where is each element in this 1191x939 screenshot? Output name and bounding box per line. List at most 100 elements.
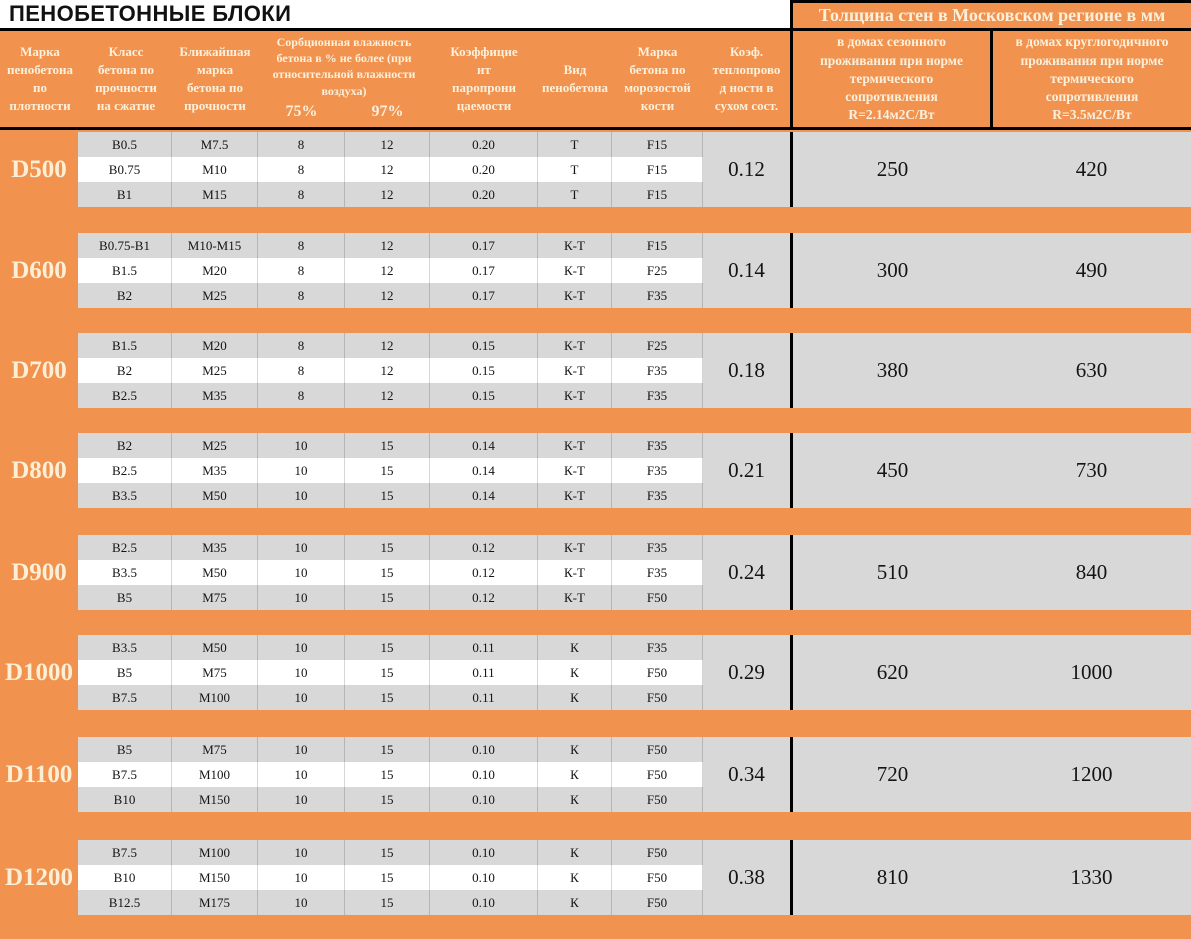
table-cell: 0.12	[430, 535, 538, 560]
table-cell: В10	[78, 865, 172, 890]
table-row: В7.5 М100 10 15 0.10 К F50	[78, 762, 703, 787]
table-cell: К	[538, 660, 612, 685]
table-cell: В7.5	[78, 685, 172, 710]
table-cell: К	[538, 762, 612, 787]
table-row: В0.75-В1 М10-М15 8 12 0.17 К-Т F15	[78, 233, 703, 258]
seasonal-thickness-value: 300	[876, 258, 909, 282]
table-cell: F35	[612, 458, 703, 483]
table-cell: В5	[78, 585, 172, 610]
table-cell: F50	[612, 890, 703, 915]
table-row: В2.5 М35 10 15 0.12 К-Т F35	[78, 535, 703, 560]
wall-thickness-cell: 450 730	[790, 433, 1191, 508]
table-cell: М150	[172, 787, 258, 812]
seasonal-thickness-value: 380	[876, 358, 909, 382]
table-cell: М25	[172, 283, 258, 308]
group-rows: В1.5 М20 8 12 0.15 К-Т F25 В2 М25 8 12 0.15 К-Т F35 В2…	[78, 333, 703, 408]
table-cell: 12	[345, 157, 430, 182]
table-cell: К	[538, 737, 612, 762]
table-cell: 0.10	[430, 890, 538, 915]
seasonal-thickness-value: 720	[876, 762, 909, 786]
table-cell: 15	[345, 762, 430, 787]
table-cell: 10	[258, 865, 345, 890]
table-cell: М50	[172, 483, 258, 508]
table-cell: В2	[78, 358, 172, 383]
column-header-band: Марка пенобетона по плотности Класс бето…	[0, 31, 790, 130]
table-cell: К	[538, 685, 612, 710]
table-cell: М10	[172, 157, 258, 182]
table-row: В0.75 М10 8 12 0.20 Т F15	[78, 157, 703, 182]
seasonal-thickness-value: 810	[876, 865, 909, 889]
table-cell: 15	[345, 787, 430, 812]
density-grade-label: D500	[11, 155, 67, 183]
table-cell: В7.5	[78, 762, 172, 787]
table-cell: К	[538, 840, 612, 865]
table-row: В2 М25 8 12 0.17 К-Т F35	[78, 283, 703, 308]
table-cell: 8	[258, 383, 345, 408]
header-frost-resistance: Марка бетона по морозостой кости	[624, 43, 691, 114]
table-cell: К-Т	[538, 585, 612, 610]
table-cell: 10	[258, 635, 345, 660]
thermal-conductivity-value: 0.34	[703, 737, 790, 812]
table-cell: F35	[612, 383, 703, 408]
table-cell: М25	[172, 358, 258, 383]
table-cell: 12	[345, 233, 430, 258]
table-cell: М20	[172, 333, 258, 358]
table-cell: 12	[345, 182, 430, 207]
thermal-conductivity-value: 0.14	[703, 233, 790, 308]
wall-thickness-cell: 510 840	[790, 535, 1191, 610]
seasonal-thickness-value: 250	[876, 157, 909, 181]
table-cell: Т	[538, 132, 612, 157]
table-cell: К-Т	[538, 358, 612, 383]
table-cell: 0.14	[430, 458, 538, 483]
table-cell: F15	[612, 157, 703, 182]
table-cell: В1.5	[78, 258, 172, 283]
table-cell: 0.10	[430, 865, 538, 890]
table-cell: В0.75	[78, 157, 172, 182]
density-group: D800 В2 М25 10 15 0.14 К-Т F35 В2.5 М35 10 15 0.14 К…	[0, 433, 1191, 508]
table-cell: 0.15	[430, 358, 538, 383]
table-cell: F50	[612, 585, 703, 610]
table-cell: М15	[172, 182, 258, 207]
table-cell: 15	[345, 585, 430, 610]
table-cell: F35	[612, 560, 703, 585]
table-cell: 12	[345, 358, 430, 383]
table-cell: К	[538, 787, 612, 812]
table-cell: В5	[78, 660, 172, 685]
table-cell: К-Т	[538, 258, 612, 283]
header-density-grade: Марка пенобетона по плотности	[6, 43, 74, 114]
thermal-conductivity-value: 0.18	[703, 333, 790, 408]
table-row: В12.5 М175 10 15 0.10 К F50	[78, 890, 703, 915]
table-cell: 10	[258, 483, 345, 508]
table-cell: 10	[258, 585, 345, 610]
table-cell: К-Т	[538, 560, 612, 585]
wall-thickness-cell: 300 490	[790, 233, 1191, 308]
table-cell: 0.10	[430, 762, 538, 787]
table-cell: 8	[258, 157, 345, 182]
table-cell: F50	[612, 685, 703, 710]
table-cell: F35	[612, 358, 703, 383]
group-rows: В5 М75 10 15 0.10 К F50 В7.5 М100 10 15 0.10 К F50 В10…	[78, 737, 703, 812]
table-cell: F50	[612, 840, 703, 865]
density-group: D700 В1.5 М20 8 12 0.15 К-Т F25 В2 М25 8 12 0.15 К-Т…	[0, 333, 1191, 408]
table-cell: М35	[172, 535, 258, 560]
group-rows: В0.5 М7.5 8 12 0.20 Т F15 В0.75 М10 8 12 0.20 Т F15 В1…	[78, 132, 703, 207]
table-cell: В3.5	[78, 560, 172, 585]
table-cell: 10	[258, 890, 345, 915]
header-strength-class: Класс бетона по прочности на сжатие	[95, 43, 157, 114]
table-cell: 0.10	[430, 787, 538, 812]
table-row: В1 М15 8 12 0.20 Т F15	[78, 182, 703, 207]
density-group: D1200 В7.5 М100 10 15 0.10 К F50 В10 М150 10 15 0.1…	[0, 840, 1191, 915]
table-cell: 8	[258, 182, 345, 207]
group-rows: В2.5 М35 10 15 0.12 К-Т F35 В3.5 М50 10 15 0.12 К-Т F…	[78, 535, 703, 610]
density-grade-label: D900	[11, 558, 67, 586]
table-row: В5 М75 10 15 0.11 К F50	[78, 660, 703, 685]
table-cell: 0.17	[430, 258, 538, 283]
density-grade-label: D800	[11, 456, 67, 484]
table-cell: В7.5	[78, 840, 172, 865]
table-cell: 10	[258, 458, 345, 483]
table-cell: 0.20	[430, 157, 538, 182]
table-cell: 0.15	[430, 333, 538, 358]
yearround-thickness-value: 1200	[1070, 762, 1113, 786]
header-sorption-humidity: Сорбционная влажность бетона в % не боле…	[272, 35, 416, 98]
